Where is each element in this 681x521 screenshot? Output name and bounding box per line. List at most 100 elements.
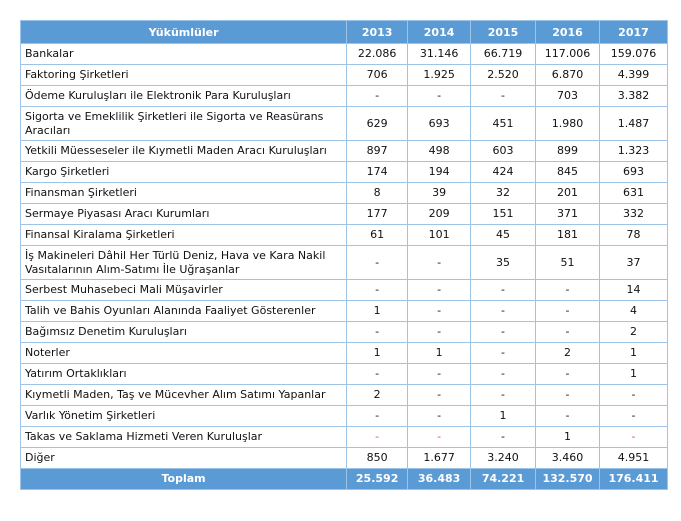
total-value: 36.483 (407, 468, 472, 490)
value-cell: - (470, 384, 537, 406)
table-row: Ödeme Kuruluşları ile Elektronik Para Ku… (19, 85, 669, 107)
value-cell: 631 (598, 182, 669, 204)
table-row: İş Makineleri Dâhil Her Türlü Deniz, Hav… (19, 245, 669, 280)
value-cell: 3.382 (598, 85, 669, 107)
value-cell: - (407, 426, 472, 448)
value-cell: 332 (598, 203, 669, 225)
value-cell: 32 (470, 182, 537, 204)
value-cell: - (470, 85, 537, 107)
table-row: Sigorta ve Emeklilik Şirketleri ile Sigo… (19, 106, 669, 141)
value-cell: 424 (470, 161, 537, 183)
value-cell: 1.925 (407, 64, 472, 86)
value-cell: - (346, 426, 409, 448)
row-label: Bankalar (19, 43, 348, 65)
value-cell: 194 (407, 161, 472, 183)
value-cell: 61 (346, 224, 409, 246)
row-label: Takas ve Saklama Hizmeti Veren Kuruluşla… (19, 426, 348, 448)
value-cell: - (407, 279, 472, 301)
value-cell: 3.460 (535, 447, 600, 469)
table-row: Talih ve Bahis Oyunları Alanında Faaliye… (19, 300, 669, 322)
table-row: Sermaye Piyasası Aracı Kurumları 177 209 15… (19, 203, 669, 225)
total-value: 176.411 (598, 468, 669, 490)
row-label: Yatırım Ortaklıkları (19, 363, 348, 385)
total-value: 25.592 (346, 468, 409, 490)
value-cell: 39 (407, 182, 472, 204)
value-cell: 1.980 (535, 106, 600, 141)
value-cell: 4 (598, 300, 669, 322)
value-cell: 159.076 (598, 43, 669, 65)
value-cell: 78 (598, 224, 669, 246)
row-label: Ödeme Kuruluşları ile Elektronik Para Ku… (19, 85, 348, 107)
value-cell: 629 (346, 106, 409, 141)
value-cell: 850 (346, 447, 409, 469)
value-cell: 151 (470, 203, 537, 225)
value-cell: - (407, 363, 472, 385)
value-cell: - (470, 300, 537, 322)
row-label: Bağımsız Denetim Kuruluşları (19, 321, 348, 343)
value-cell: 14 (598, 279, 669, 301)
value-cell: 3.240 (470, 447, 537, 469)
table-row: Takas ve Saklama Hizmeti Veren Kuruluşla… (19, 426, 669, 448)
value-cell: - (598, 405, 669, 427)
value-cell: 2.520 (470, 64, 537, 86)
table-row: Kıymetli Maden, Taş ve Mücevher Alım Sat… (19, 384, 669, 406)
row-label: Sermaye Piyasası Aracı Kurumları (19, 203, 348, 225)
value-cell: 603 (470, 140, 537, 162)
row-label: Noterler (19, 342, 348, 364)
table-row: Faktoring Şirketleri 706 1.925 2.520 6.870 4.… (19, 64, 669, 86)
value-cell: - (535, 363, 600, 385)
value-cell: 201 (535, 182, 600, 204)
row-label: İş Makineleri Dâhil Her Türlü Deniz, Hav… (19, 245, 348, 280)
value-cell: 51 (535, 245, 600, 280)
table-row: Bankalar 22.086 31.146 66.719 117.006 159.076 (19, 43, 669, 65)
value-cell: 1 (470, 405, 537, 427)
value-cell: 209 (407, 203, 472, 225)
row-label: Serbest Muhasebeci Mali Müşavirler (19, 279, 348, 301)
value-cell: - (470, 426, 537, 448)
table-row: Kargo Şirketleri 174 194 424 845 693 (19, 161, 669, 183)
value-cell: 1.677 (407, 447, 472, 469)
value-cell: 1 (535, 426, 600, 448)
value-cell: - (470, 321, 537, 343)
total-value: 132.570 (535, 468, 600, 490)
total-row: Toplam 25.592 36.483 74.221 132.570 176.411 (19, 468, 669, 490)
value-cell: 1 (346, 342, 409, 364)
value-cell: - (407, 245, 472, 280)
value-cell: 181 (535, 224, 600, 246)
value-cell: - (346, 85, 409, 107)
value-cell: 693 (598, 161, 669, 183)
value-cell: 1.323 (598, 140, 669, 162)
value-cell: 706 (346, 64, 409, 86)
table-row: Serbest Muhasebeci Mali Müşavirler - - - -14 (19, 279, 669, 301)
row-label: Talih ve Bahis Oyunları Alanında Faaliye… (19, 300, 348, 322)
value-cell: - (346, 279, 409, 301)
value-cell: - (598, 384, 669, 406)
value-cell: 498 (407, 140, 472, 162)
header-year: 2016 (535, 20, 600, 44)
value-cell: - (407, 300, 472, 322)
value-cell: 1 (598, 363, 669, 385)
header-obligors: Yükümlüler (19, 20, 348, 44)
value-cell: - (535, 384, 600, 406)
value-cell: 899 (535, 140, 600, 162)
value-cell: 177 (346, 203, 409, 225)
value-cell: 22.086 (346, 43, 409, 65)
value-cell: 37 (598, 245, 669, 280)
value-cell: 8 (346, 182, 409, 204)
value-cell: 2 (346, 384, 409, 406)
value-cell: 4.951 (598, 447, 669, 469)
total-label: Toplam (19, 468, 348, 490)
header-year: 2017 (598, 20, 669, 44)
table-row: Finansal Kiralama Şirketleri 61 101 45 181 78 (19, 224, 669, 246)
header-row: Yükümlüler 2013 2014 2015 2016 2017 (19, 20, 669, 44)
row-label: Diğer (19, 447, 348, 469)
value-cell: - (535, 279, 600, 301)
value-cell: 35 (470, 245, 537, 280)
row-label: Faktoring Şirketleri (19, 64, 348, 86)
table-row: Bağımsız Denetim Kuruluşları - - - -2 (19, 321, 669, 343)
value-cell: - (407, 405, 472, 427)
total-value: 74.221 (470, 468, 537, 490)
obligors-table: Yükümlüler 2013 2014 2015 2016 2017 Bankalar 2… (19, 20, 669, 490)
value-cell: - (598, 426, 669, 448)
value-cell: 1.487 (598, 106, 669, 141)
